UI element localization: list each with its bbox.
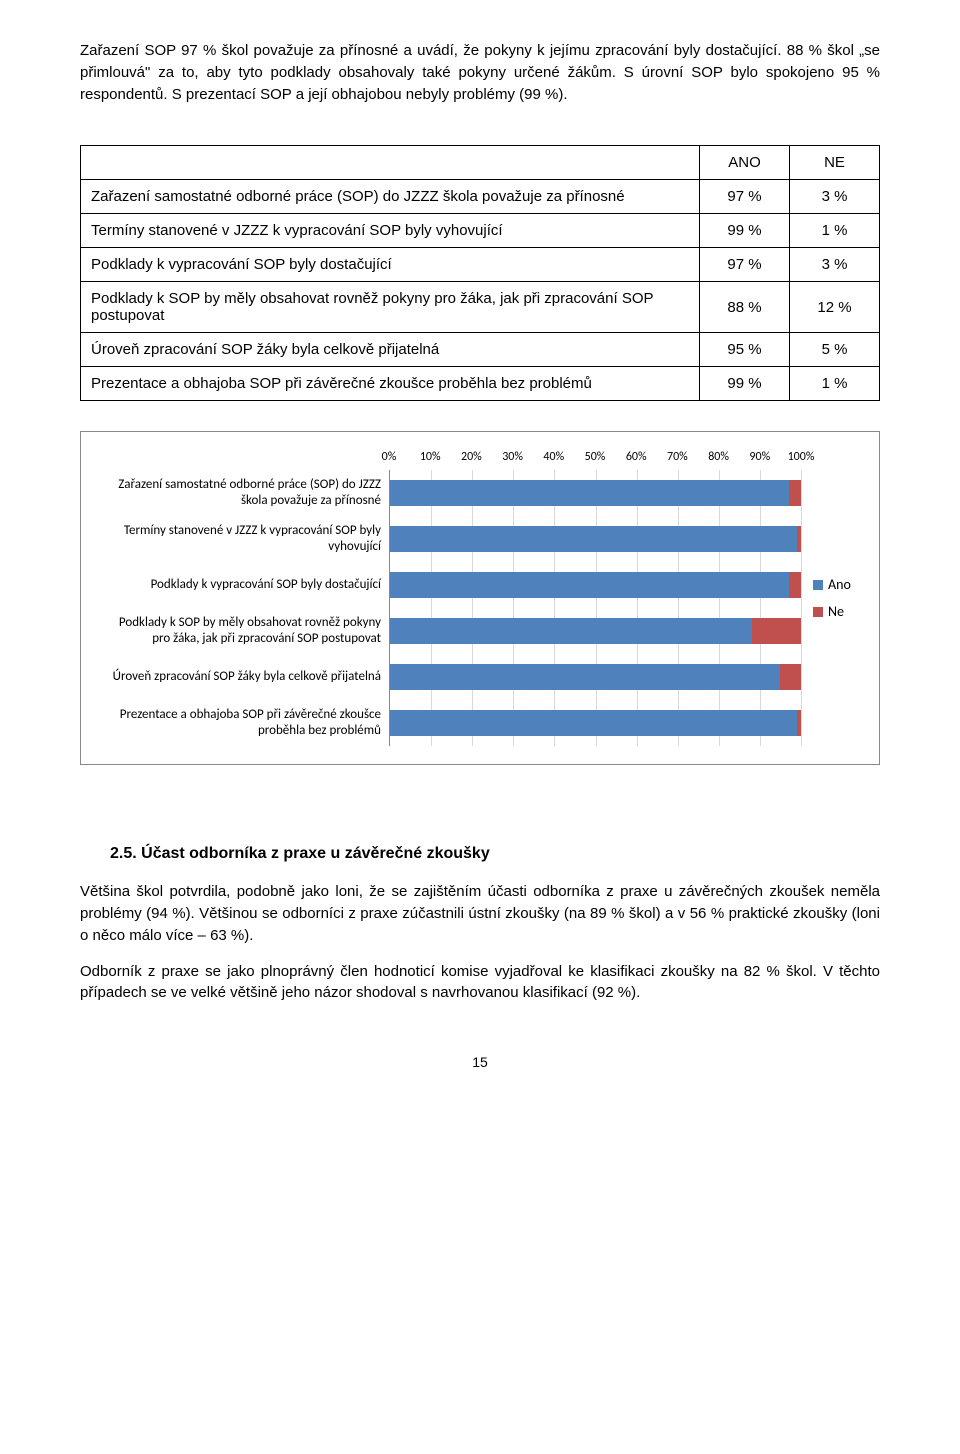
chart-row-plot xyxy=(389,700,801,746)
table-header-no: NE xyxy=(790,146,880,180)
chart-bar-segment xyxy=(390,664,780,690)
chart-x-axis: 0%10%20%30%40%50%60%70%80%90%100% xyxy=(99,450,801,470)
table-row: Prezentace a obhajoba SOP při závěrečné … xyxy=(81,367,880,401)
table-row-label: Prezentace a obhajoba SOP při závěrečné … xyxy=(81,367,700,401)
chart-row-label: Termíny stanovené v JZZZ k vypracování S… xyxy=(99,516,389,562)
table-empty-header xyxy=(81,146,700,180)
chart-x-tick: 0% xyxy=(382,450,397,464)
legend-item-yes: Ano xyxy=(813,576,861,593)
chart-x-tick: 30% xyxy=(502,450,523,464)
table-row-yes: 99 % xyxy=(700,214,790,248)
chart-bar-segment xyxy=(390,618,752,644)
table-row: Úroveň zpracování SOP žáky byla celkově … xyxy=(81,333,880,367)
legend-label-no: Ne xyxy=(828,603,844,620)
table-row-no: 3 % xyxy=(790,180,880,214)
chart-row: Zařazení samostatné odborné práce (SOP) … xyxy=(99,470,801,516)
chart-x-tick: 90% xyxy=(749,450,770,464)
chart-row-plot xyxy=(389,608,801,654)
chart-x-tick: 80% xyxy=(708,450,729,464)
chart-x-tick: 20% xyxy=(461,450,482,464)
chart-row-plot xyxy=(389,654,801,700)
chart-bar-segment xyxy=(390,480,789,506)
table-row-yes: 88 % xyxy=(700,282,790,333)
table-row-yes: 97 % xyxy=(700,180,790,214)
chart-bar-segment xyxy=(797,710,801,736)
chart-row-label: Úroveň zpracování SOP žáky byla celkově … xyxy=(99,654,389,700)
legend-label-yes: Ano xyxy=(828,576,851,593)
chart-bar-segment xyxy=(390,710,797,736)
table-row-label: Zařazení samostatné odborné práce (SOP) … xyxy=(81,180,700,214)
chart-bar-segment xyxy=(752,618,801,644)
chart-x-tick: 100% xyxy=(788,450,815,464)
chart-bar-segment xyxy=(780,664,801,690)
chart-row-plot xyxy=(389,516,801,562)
chart-row-plot xyxy=(389,562,801,608)
section-paragraph: Většina škol potvrdila, podobně jako lon… xyxy=(80,881,880,946)
chart-bar-segment xyxy=(789,572,801,598)
table-row: Zařazení samostatné odborné práce (SOP) … xyxy=(81,180,880,214)
section-heading: 2.5. Účast odborníka z praxe u závěrečné… xyxy=(110,845,880,863)
chart-row-label: Podklady k SOP by měly obsahovat rovněž … xyxy=(99,608,389,654)
table-row-label: Úroveň zpracování SOP žáky byla celkově … xyxy=(81,333,700,367)
chart-row: Prezentace a obhajoba SOP při závěrečné … xyxy=(99,700,801,746)
table-row-no: 3 % xyxy=(790,248,880,282)
chart-row: Termíny stanovené v JZZZ k vypracování S… xyxy=(99,516,801,562)
table-row-no: 1 % xyxy=(790,214,880,248)
table-row-label: Podklady k vypracování SOP byly dostačuj… xyxy=(81,248,700,282)
chart-row-label: Zařazení samostatné odborné práce (SOP) … xyxy=(99,470,389,516)
chart-x-tick: 70% xyxy=(667,450,688,464)
table-row-no: 5 % xyxy=(790,333,880,367)
table-row-yes: 95 % xyxy=(700,333,790,367)
legend-swatch-no-icon xyxy=(813,607,823,617)
chart-row-plot xyxy=(389,470,801,516)
chart-row-label: Podklady k vypracování SOP byly dostačuj… xyxy=(99,562,389,608)
chart-x-tick: 40% xyxy=(543,450,564,464)
chart-bar-segment xyxy=(797,526,801,552)
chart-bar-segment xyxy=(390,572,789,598)
chart-x-tick: 50% xyxy=(585,450,606,464)
chart-row-label: Prezentace a obhajoba SOP při závěrečné … xyxy=(99,700,389,746)
table-row-yes: 97 % xyxy=(700,248,790,282)
chart-row: Podklady k SOP by měly obsahovat rovněž … xyxy=(99,608,801,654)
chart-row: Podklady k vypracování SOP byly dostačuj… xyxy=(99,562,801,608)
table-row: Termíny stanovené v JZZZ k vypracování S… xyxy=(81,214,880,248)
legend-item-no: Ne xyxy=(813,603,861,620)
chart-bar-segment xyxy=(789,480,801,506)
table-header-yes: ANO xyxy=(700,146,790,180)
chart-row: Úroveň zpracování SOP žáky byla celkově … xyxy=(99,654,801,700)
table-row-label: Podklady k SOP by měly obsahovat rovněž … xyxy=(81,282,700,333)
table-row-yes: 99 % xyxy=(700,367,790,401)
chart-x-tick: 60% xyxy=(626,450,647,464)
sop-chart: 0% 10% 20% 30% 40% 50% 60% 70% 80% 90% 100% Zařaze… xyxy=(80,431,880,765)
chart-x-tick: 10% xyxy=(420,450,441,464)
table-row-no: 12 % xyxy=(790,282,880,333)
legend-swatch-yes-icon xyxy=(813,580,823,590)
page-number: 15 xyxy=(80,1054,880,1070)
chart-bar-segment xyxy=(390,526,797,552)
chart-legend: Ano Ne xyxy=(801,450,861,746)
intro-paragraph: Zařazení SOP 97 % škol považuje za příno… xyxy=(80,40,880,105)
sop-table: ANO NE Zařazení samostatné odborné práce… xyxy=(80,145,880,401)
table-row: Podklady k vypracování SOP byly dostačuj… xyxy=(81,248,880,282)
table-row-label: Termíny stanovené v JZZZ k vypracování S… xyxy=(81,214,700,248)
table-row-no: 1 % xyxy=(790,367,880,401)
section-paragraph: Odborník z praxe se jako plnoprávný člen… xyxy=(80,961,880,1005)
table-row: Podklady k SOP by měly obsahovat rovněž … xyxy=(81,282,880,333)
